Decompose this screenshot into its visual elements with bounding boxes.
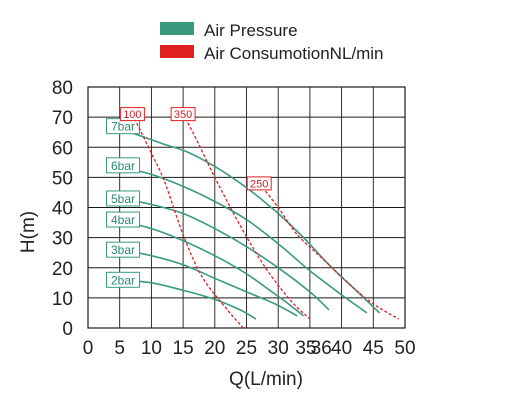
x-tick-label: 5	[114, 338, 125, 359]
y-tick-label: 60	[52, 138, 73, 159]
y-tick-label: 20	[52, 259, 73, 280]
pressure-label-box	[106, 211, 141, 228]
x-tick-label: 45	[363, 338, 384, 359]
pressure-label-box	[106, 190, 141, 207]
x-tick-label: 40	[331, 338, 352, 359]
consumption-curve-350	[182, 113, 311, 320]
x-tick-label: 36	[311, 338, 332, 359]
consumption-curves: 100 350 250	[119, 107, 400, 329]
consumption-curve-250	[258, 182, 400, 320]
pressure-label-4bar: 4bar	[111, 213, 135, 227]
consumption-label-box	[170, 107, 196, 122]
x-axis-label: Q(L/min)	[229, 369, 303, 390]
x-tick-label: 0	[83, 338, 94, 359]
pressure-label-box	[106, 157, 141, 174]
x-tick-label: 20	[204, 338, 225, 359]
grid	[88, 87, 405, 328]
y-tick-label: 30	[52, 229, 73, 250]
x-tick-label: 50	[394, 338, 415, 359]
consumption-label-250: 250	[250, 178, 268, 190]
legend-swatch-air-consumption	[160, 45, 194, 58]
y-tick-label: 80	[52, 78, 73, 99]
legend-label-air-pressure: Air Pressure	[204, 21, 298, 40]
consumption-label-100: 100	[123, 109, 141, 121]
consumption-label-box	[119, 107, 145, 122]
consumption-curve-100	[131, 113, 244, 329]
pressure-curves: 7bar 6bar 5bar 4bar 3bar 2bar	[106, 118, 381, 320]
y-tick-label: 70	[52, 108, 73, 129]
legend: Air Pressure Air ConsumotionNL/min	[160, 21, 384, 63]
pressure-label-3bar: 3bar	[111, 243, 135, 257]
x-tick-label: 25	[236, 338, 257, 359]
consumption-label-box	[246, 176, 272, 191]
legend-label-air-consumption: Air ConsumotionNL/min	[204, 44, 384, 63]
pressure-label-6bar: 6bar	[111, 159, 135, 173]
y-axis-label: H(m)	[18, 211, 39, 253]
pressure-label-2bar: 2bar	[111, 273, 135, 287]
y-tick-label: 50	[52, 168, 73, 189]
x-tick-label: 35	[295, 338, 316, 359]
y-tick-label: 40	[52, 199, 73, 220]
pressure-label-box	[106, 241, 141, 258]
x-tick-label: 10	[141, 338, 162, 359]
y-tick-labels: 0 10 20 30 40 50 60 70 80	[52, 78, 73, 340]
legend-swatch-air-pressure	[160, 22, 194, 35]
x-tick-label: 15	[173, 338, 194, 359]
pressure-label-7bar: 7bar	[111, 120, 135, 134]
pressure-label-5bar: 5bar	[111, 192, 135, 206]
pressure-label-box	[106, 271, 141, 288]
y-tick-label: 0	[62, 319, 73, 340]
consumption-label-350: 350	[174, 109, 192, 121]
x-tick-label: 30	[268, 338, 289, 359]
y-tick-label: 10	[52, 289, 73, 310]
